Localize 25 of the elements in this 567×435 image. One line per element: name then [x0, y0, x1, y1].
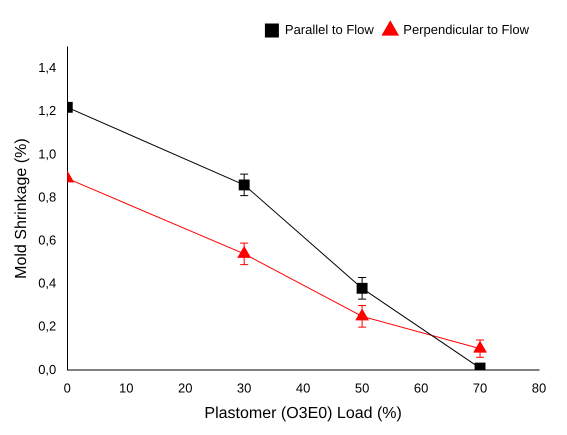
point	[238, 179, 250, 190]
x-tick-label: 0	[64, 380, 71, 396]
point	[356, 308, 369, 320]
x-tick-label: 20	[178, 380, 192, 396]
point	[238, 246, 251, 258]
x-tick-label: 30	[236, 380, 252, 396]
legend-label: Parallel to Flow	[284, 22, 374, 38]
x-tick-label: 80	[532, 380, 546, 396]
point	[356, 282, 368, 294]
x-tick-label: 70	[472, 380, 488, 396]
y-tick-label: 0,4	[38, 276, 56, 291]
y-tick-label: 1,0	[38, 146, 56, 162]
legend-label: Perpendicular to Flow	[403, 22, 530, 38]
x-axis-title: Plastomer (O3E0) Load (%)	[204, 404, 402, 422]
x-tick-label: 10	[119, 380, 134, 396]
x-tick-label: 60	[414, 380, 428, 396]
x-tick-label: 50	[354, 380, 370, 396]
y-tick-label: 0,0	[38, 362, 56, 377]
y-axis-title: Mold Shrinkage (%)	[13, 138, 30, 279]
y-tick-label: 1,2	[38, 103, 56, 118]
y-tick-label: 0,2	[38, 318, 56, 334]
y-tick-label: 1,4	[38, 60, 56, 76]
y-tick-label: 0,8	[38, 189, 56, 204]
y-tick-label: 0,6	[38, 232, 56, 248]
x-tick-label: 40	[296, 380, 310, 396]
